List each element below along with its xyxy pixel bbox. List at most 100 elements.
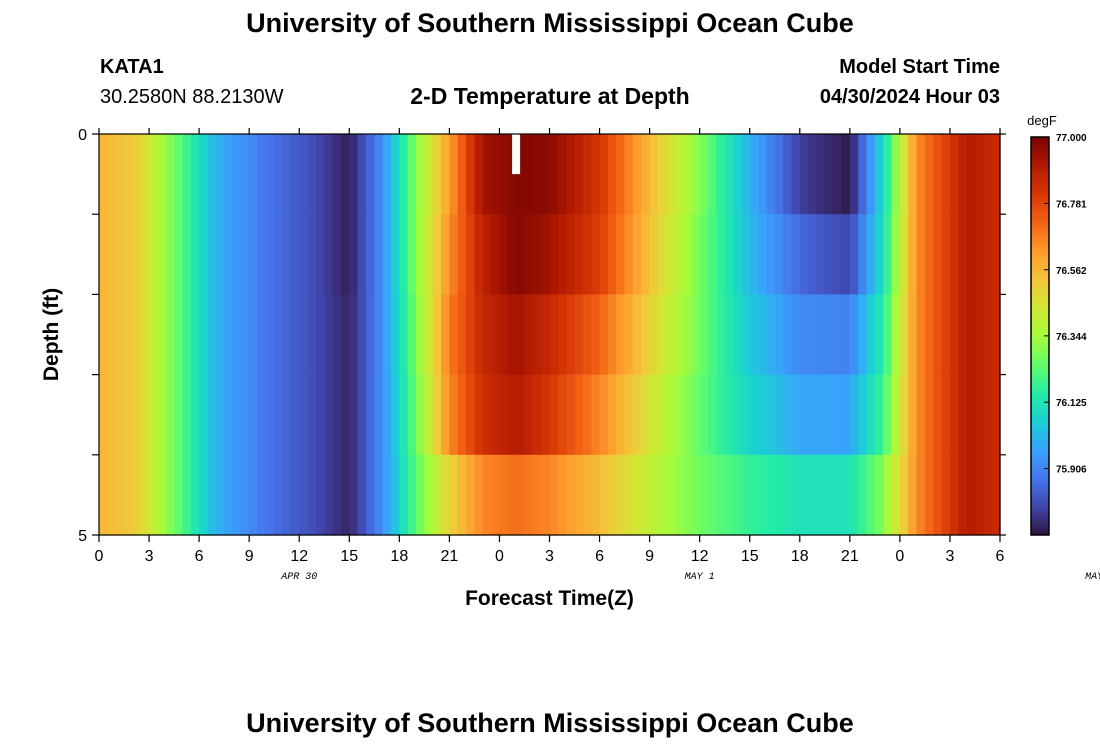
heatmap-cell bbox=[624, 454, 634, 536]
heatmap-cell bbox=[524, 374, 534, 456]
heatmap-cell bbox=[632, 214, 642, 295]
heatmap-cell bbox=[491, 374, 501, 456]
colorbar-segment bbox=[1031, 352, 1049, 357]
heatmap-cell bbox=[849, 374, 859, 456]
heatmap-cell bbox=[708, 294, 717, 376]
heatmap-cell bbox=[257, 454, 267, 536]
heatmap-cell bbox=[649, 134, 659, 215]
heatmap-cell bbox=[783, 294, 793, 376]
heatmap-cell bbox=[733, 214, 742, 295]
heatmap-cell bbox=[224, 374, 234, 456]
heatmap-cell bbox=[949, 454, 959, 536]
heatmap-cell bbox=[299, 374, 309, 456]
heatmap-cell bbox=[365, 294, 375, 376]
heatmap-cell bbox=[674, 454, 684, 536]
heatmap-cell bbox=[908, 134, 918, 215]
heatmap-cell bbox=[399, 454, 409, 536]
heatmap-cell bbox=[708, 374, 717, 456]
colorbar-segment bbox=[1031, 385, 1049, 390]
heatmap-cell bbox=[883, 454, 893, 536]
heatmap-cell bbox=[332, 294, 342, 376]
heatmap-cell bbox=[733, 374, 742, 456]
heatmap-cell bbox=[616, 294, 626, 376]
heatmap-cell bbox=[466, 454, 476, 536]
heatmap-cell bbox=[441, 294, 450, 376]
heatmap-cell bbox=[215, 374, 225, 456]
heatmap-cell bbox=[774, 294, 784, 376]
heatmap-cell bbox=[991, 134, 1001, 215]
colorbar-segment bbox=[1031, 371, 1049, 377]
heatmap-cell bbox=[240, 294, 250, 376]
heatmap-cell bbox=[482, 374, 492, 456]
x-tick-label: 0 bbox=[895, 548, 904, 565]
heatmap-cell bbox=[474, 374, 484, 456]
heatmap-cell bbox=[382, 134, 392, 215]
heatmap-cell bbox=[307, 294, 317, 376]
x-tick-label: 0 bbox=[95, 548, 104, 565]
heatmap-cell bbox=[324, 374, 334, 456]
heatmap-cell bbox=[382, 374, 392, 456]
heatmap-cell bbox=[449, 134, 459, 215]
heatmap-cell bbox=[733, 294, 742, 376]
heatmap-cell bbox=[908, 294, 918, 376]
heatmap-cell bbox=[324, 454, 334, 536]
heatmap-cell bbox=[891, 374, 901, 456]
heatmap-cell bbox=[207, 294, 217, 376]
heatmap-cell bbox=[799, 374, 809, 456]
heatmap-cell bbox=[741, 134, 751, 215]
heatmap-cell bbox=[224, 214, 234, 295]
x-tick-label: 21 bbox=[440, 548, 458, 565]
colorbar-segment bbox=[1031, 169, 1049, 174]
date-label: MAY 2 bbox=[1085, 572, 1100, 583]
heatmap-cell bbox=[491, 214, 501, 295]
colorbar-segment bbox=[1031, 153, 1049, 158]
heatmap-cell bbox=[332, 374, 342, 456]
colorbar-segment bbox=[1031, 275, 1049, 281]
colorbar-segment bbox=[1031, 431, 1049, 436]
heatmap-cell bbox=[808, 134, 818, 215]
colorbar-segment bbox=[1031, 524, 1049, 529]
heatmap-cell bbox=[115, 374, 125, 456]
heatmap-cell bbox=[349, 134, 359, 215]
heatmap-cell bbox=[416, 454, 425, 536]
heatmap-cell bbox=[674, 214, 684, 295]
heatmap-cell bbox=[315, 294, 325, 376]
heatmap-cell bbox=[407, 374, 417, 456]
heatmap-cell bbox=[165, 454, 175, 536]
heatmap-cell bbox=[182, 214, 192, 295]
heatmap-cell bbox=[741, 294, 751, 376]
heatmap-cell bbox=[424, 294, 434, 376]
colorbar-tick-label: 76.781 bbox=[1056, 199, 1087, 210]
colorbar-segment bbox=[1031, 249, 1049, 254]
heatmap-cell bbox=[340, 214, 350, 295]
heatmap-cell bbox=[107, 374, 117, 456]
heatmap-cell bbox=[190, 374, 200, 456]
heatmap-cell bbox=[566, 294, 576, 376]
heatmap-cell bbox=[758, 134, 767, 215]
heatmap-cell bbox=[416, 374, 425, 456]
heatmap-cell bbox=[282, 454, 292, 536]
heatmap-cell bbox=[424, 134, 434, 215]
heatmap-cell bbox=[407, 454, 417, 536]
heatmap-cell bbox=[632, 294, 642, 376]
heatmap-cell bbox=[808, 294, 818, 376]
heatmap-cell bbox=[374, 374, 384, 456]
heatmap-cell bbox=[299, 454, 309, 536]
heatmap-cell bbox=[165, 374, 175, 456]
heatmap-cell bbox=[791, 214, 801, 295]
heatmap-cell bbox=[699, 294, 709, 376]
heatmap-cell bbox=[758, 374, 767, 456]
heatmap-cell bbox=[516, 134, 526, 215]
heatmap-cell bbox=[791, 294, 801, 376]
heatmap-cell bbox=[290, 374, 300, 456]
heatmap-cell bbox=[708, 454, 717, 536]
colorbar-segment bbox=[1031, 328, 1049, 334]
heatmap-cell bbox=[758, 214, 767, 295]
x-tick-label: 18 bbox=[390, 548, 408, 565]
heatmap-cell bbox=[724, 454, 734, 536]
heatmap-cell bbox=[649, 454, 659, 536]
heatmap-cell bbox=[507, 134, 517, 215]
colorbar-segment bbox=[1031, 179, 1049, 184]
colorbar-segment bbox=[1031, 348, 1049, 354]
heatmap-cell bbox=[524, 454, 534, 536]
